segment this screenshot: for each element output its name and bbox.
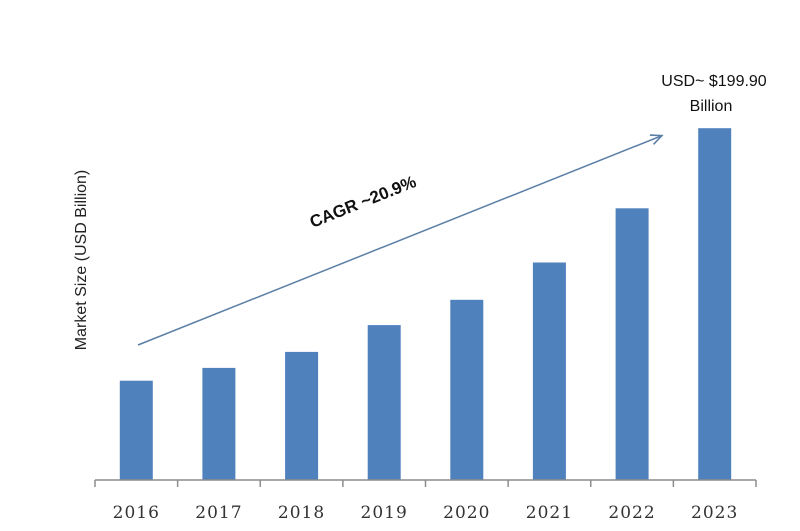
cagr-annotation: CAGR ~20.9%: [307, 172, 419, 232]
bar-2019: [367, 325, 401, 480]
bar-2017: [202, 367, 236, 480]
x-tick-label-2017: 2017: [195, 503, 242, 523]
bar-2021: [532, 262, 566, 480]
bar-2022: [615, 208, 649, 481]
bar-2018: [285, 351, 319, 480]
bar-2020: [450, 299, 484, 480]
x-tick-labels-group: 2016 2017 2018 2019 2020 2021 2022 2023: [113, 503, 738, 523]
growth-trend-arrow: [137, 134, 664, 346]
x-tick-label-2022: 2022: [608, 503, 655, 523]
x-ticks-group: [94, 480, 757, 487]
x-tick-label-2020: 2020: [443, 503, 490, 523]
x-tick-label-2019: 2019: [361, 503, 408, 523]
x-tick-label-2016: 2016: [113, 503, 160, 523]
bars-group: [119, 128, 732, 481]
x-tick-label-2018: 2018: [278, 503, 325, 523]
y-axis-title: Market Size (USD Billion): [73, 170, 90, 350]
bar-2016: [119, 380, 153, 480]
x-tick-label-2021: 2021: [526, 503, 573, 523]
last-value-label-line1: USD~ $199.90: [661, 73, 767, 90]
x-tick-label-2023: 2023: [691, 503, 738, 523]
last-value-label-line2: Billion: [690, 98, 733, 115]
bar-2023: [698, 128, 732, 480]
